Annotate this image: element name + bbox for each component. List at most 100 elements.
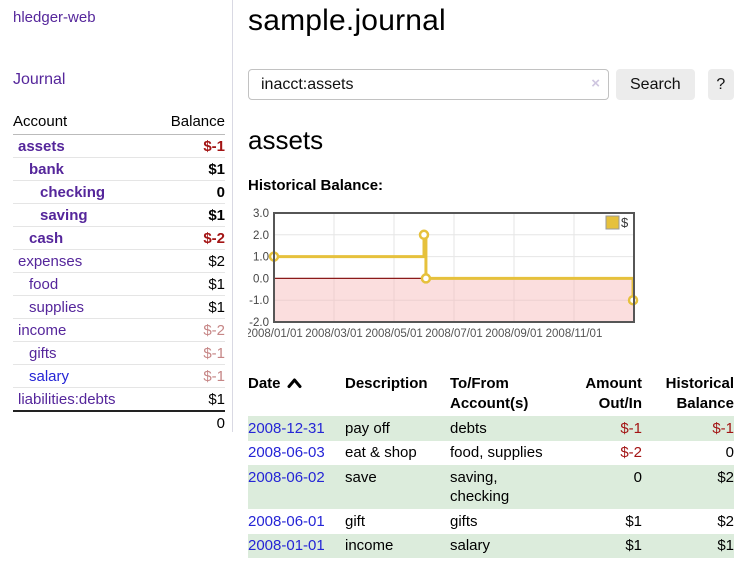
register-row: 2008-01-01 income salary $1 $1 [248,533,734,558]
svg-text:2008/07/01: 2008/07/01 [425,328,483,340]
accounts-table-body: assets $-1 bank $1 checking 0 saving $1 cash $-2 e… [13,135,225,434]
svg-text:2008/05/01: 2008/05/01 [365,328,423,340]
transaction-amount: $-1 [560,416,642,441]
svg-text:0.0: 0.0 [253,273,269,285]
register-header-date[interactable]: Date [248,372,345,416]
accounts-total-row: 0 [13,410,225,434]
transaction-amount: 0 [560,465,642,509]
transaction-accounts: food, supplies [450,444,543,461]
accounts-header-balance: Balance [151,111,225,135]
account-row: supplies $1 [13,295,225,319]
account-link[interactable]: supplies [29,298,85,316]
accounts-header-account: Account [13,111,152,135]
transaction-description: eat & shop [345,444,417,461]
search-button[interactable]: Search [616,69,695,100]
account-row: checking 0 [13,180,225,204]
account-link[interactable]: liabilities:debts [18,390,116,408]
search-input[interactable] [248,69,609,100]
account-row: bank $1 [13,157,225,181]
search-box: × [248,69,609,100]
account-link[interactable]: assets [18,137,65,155]
svg-text:2.0: 2.0 [253,230,269,242]
account-link[interactable]: checking [40,183,106,201]
svg-text:-2.0: -2.0 [249,317,269,329]
account-row: cash $-2 [13,226,225,250]
account-link[interactable]: saving [40,206,88,224]
account-balance: $-1 [151,364,225,388]
account-link[interactable]: gifts [29,344,57,362]
account-balance: $2 [151,249,225,273]
transaction-amount: $1 [625,512,642,530]
transaction-accounts: gifts [450,512,478,530]
account-row: food $1 [13,272,225,296]
svg-text:1.0: 1.0 [253,252,269,264]
account-balance: $-2 [151,318,225,342]
sidebar: hledger-web Journal Account Balance asse… [0,0,233,434]
account-balance: $1 [151,295,225,319]
clear-search-icon[interactable]: × [591,75,600,92]
sort-asc-icon [287,378,302,388]
account-link[interactable]: salary [29,367,70,385]
account-heading: assets [248,125,324,155]
transaction-balance: $1 [642,533,734,558]
svg-text:2008/11/01: 2008/11/01 [546,328,603,340]
svg-text:3.0: 3.0 [253,208,269,220]
register-table-body: 2008-12-31 pay off debts $-1 $-1 2008-06-03 ea… [248,416,734,558]
register-header-historical: Historical Balance [665,375,734,412]
accounts-table: Account Balance assets $-1 bank $1 checking 0… [13,111,225,434]
account-row: assets $-1 [13,135,225,158]
transaction-balance: $2 [717,512,734,530]
help-button[interactable]: ? [707,69,734,100]
account-link[interactable]: income [18,321,67,339]
register-row: 2008-06-02 save saving, checking 0 $2 [248,465,734,509]
account-row: saving $1 [13,203,225,227]
svg-text:2008/03/01: 2008/03/01 [305,328,363,340]
account-link[interactable]: expenses [18,252,83,270]
account-balance: $1 [151,157,225,181]
register-row: 2008-06-03 eat & shop food, supplies $-2 0 [248,441,734,466]
svg-text:$: $ [621,215,629,230]
account-link[interactable]: bank [29,160,65,178]
transaction-accounts: salary [450,533,560,558]
transaction-description: save [345,465,450,509]
account-link[interactable]: food [29,275,59,293]
historical-balance-chart[interactable]: $3.0 2.0 1.0 0.0 -1.0 -2.0 2008/01/01 2008/03/0… [245,207,734,346]
register-header-row: Date Description To/From Account(s) Amount Ou… [248,372,734,416]
accounts-total-balance: 0 [151,410,225,434]
svg-text:-1.0: -1.0 [249,295,269,307]
account-row: income $-2 [13,318,225,342]
app-brand-link[interactable]: hledger-web [13,9,96,26]
account-balance: $1 [151,387,225,411]
transaction-description: pay off [345,416,450,441]
transaction-balance: $2 [642,465,734,509]
account-balance: 0 [151,180,225,204]
account-balance: $1 [151,203,225,227]
account-link[interactable]: cash [29,229,64,247]
transaction-date-link[interactable]: 2008-06-03 [248,444,325,461]
transaction-balance: 0 [725,444,734,461]
search-form: × Search ? [248,69,734,100]
transaction-accounts: debts [450,416,560,441]
register-row: 2008-12-31 pay off debts $-1 $-1 [248,416,734,441]
sidebar-item-journal[interactable]: Journal [13,71,66,88]
account-balance: $-1 [203,137,225,155]
chart-heading: Historical Balance: [248,177,384,194]
transaction-date-link[interactable]: 2008-06-01 [248,512,325,530]
main-content: sample.journal × Search ? assets Histori… [245,0,734,558]
transaction-amount: $-2 [620,444,642,461]
svg-text:2008/01/01: 2008/01/01 [248,328,303,340]
account-row: liabilities:debts $1 [13,387,225,411]
transaction-balance: $-1 [642,416,734,441]
transaction-description: gift [345,512,366,530]
account-row: gifts $-1 [13,341,225,365]
register-header-description: Description [345,375,428,392]
transaction-date-link[interactable]: 2008-06-02 [248,468,325,486]
transaction-date-link[interactable]: 2008-12-31 [248,419,325,437]
transaction-accounts: saving, checking [450,465,560,509]
account-row: salary $-1 [13,364,225,388]
account-balance: $1 [151,272,225,296]
transaction-date-link[interactable]: 2008-01-01 [248,537,325,554]
transaction-amount: $1 [560,533,642,558]
register-row: 2008-06-01 gift gifts $1 $2 [248,509,734,534]
